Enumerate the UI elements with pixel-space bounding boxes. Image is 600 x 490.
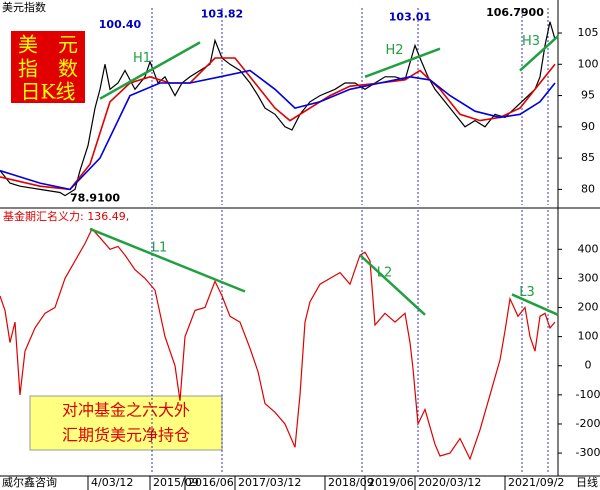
x-tick-label: 2016/06 xyxy=(188,476,234,489)
y-tick-label: 400 xyxy=(578,242,599,255)
caption-line: 对冲基金之六大外 xyxy=(62,401,190,420)
series-line xyxy=(0,69,556,191)
series-line xyxy=(0,57,556,191)
y-tick-label: 300 xyxy=(578,271,599,284)
trendline-label: H2 xyxy=(385,43,403,58)
trendline-label: H1 xyxy=(133,51,151,66)
y-tick-label: -200 xyxy=(576,417,600,430)
annotation: 100.40 xyxy=(99,18,142,31)
y-tick-label: 95 xyxy=(581,89,595,102)
annotation: 103.01 xyxy=(389,10,431,23)
trendline xyxy=(359,254,426,316)
footer-right: 日线 xyxy=(576,475,598,489)
y-tick-label: -300 xyxy=(576,446,600,459)
title-line: 指 数 xyxy=(18,57,78,81)
trendline-label: H3 xyxy=(522,34,540,49)
x-tick-label: 2015/09 xyxy=(153,476,199,489)
trendline-label: L3 xyxy=(519,285,535,300)
series-line xyxy=(0,21,556,197)
trendline xyxy=(519,35,559,72)
x-tick-label: 2021/09/2 xyxy=(508,476,564,489)
x-tick-label: 2018/09 xyxy=(328,476,374,489)
y-tick-label: 200 xyxy=(578,301,599,314)
y-tick-label: 100 xyxy=(578,57,599,70)
trendline xyxy=(89,227,246,293)
x-tick-label: 2020/03/12 xyxy=(418,476,481,489)
title-line: 美 元 xyxy=(18,33,78,57)
y-tick-label: 100 xyxy=(578,330,599,343)
trendline-label: L2 xyxy=(377,265,393,280)
y-tick-label: 90 xyxy=(581,120,595,133)
y-tick-label: 85 xyxy=(581,151,595,164)
title-box xyxy=(9,29,87,105)
annotation: 106.7900 xyxy=(486,6,544,19)
trendline xyxy=(511,293,559,316)
y-tick-label: 80 xyxy=(581,182,595,195)
series-line xyxy=(0,227,556,461)
x-tick-label: 2019/06 xyxy=(368,476,414,489)
trendline xyxy=(364,47,441,78)
y-tick-label: -100 xyxy=(576,388,600,401)
caption-line: 汇期货美元净持仓 xyxy=(62,426,190,445)
trendline-label: L1 xyxy=(152,241,168,256)
annotation: 78.9100 xyxy=(70,192,120,205)
y-tick-label: 105 xyxy=(578,26,599,39)
trendline xyxy=(99,41,201,100)
header: 美元指数 xyxy=(2,0,46,14)
title-line: 日K线 xyxy=(21,80,76,104)
annotation: 103.82 xyxy=(201,7,243,20)
y-tick-label: 0 xyxy=(585,359,592,372)
x-tick-label: 4/03/12 xyxy=(91,476,133,489)
footer-left: 威尔鑫咨询 xyxy=(2,475,57,489)
x-tick-label: 2017/03/12 xyxy=(238,476,301,489)
subtitle: 基金期汇名义力: 136.49, xyxy=(3,209,129,223)
